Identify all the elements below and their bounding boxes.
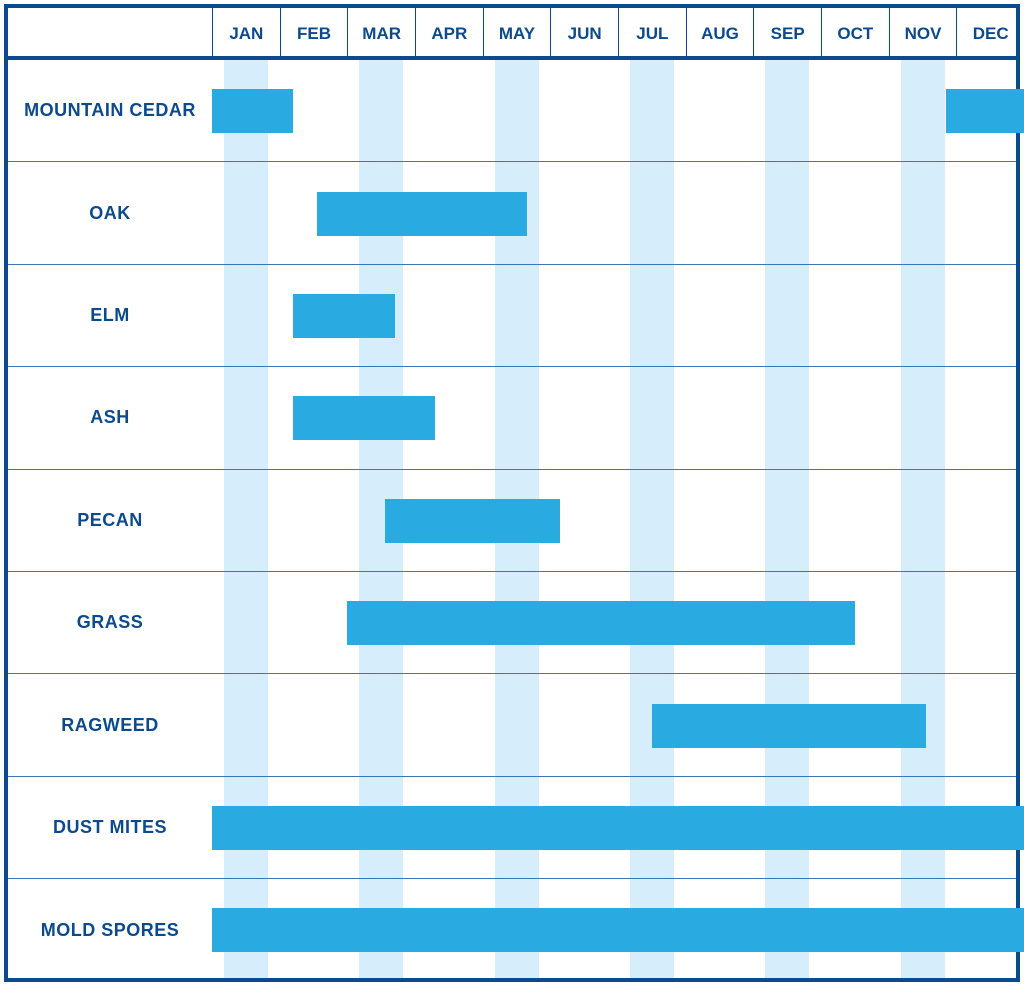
allergen-label: ELM xyxy=(8,265,212,366)
season-bar xyxy=(385,499,561,543)
season-bar xyxy=(317,192,527,236)
allergen-season-chart: JANFEBMARAPRMAYJUNJULAUGSEPOCTNOVDEC MOU… xyxy=(4,4,1020,982)
season-bar xyxy=(293,294,395,338)
month-header-aug: AUG xyxy=(686,8,754,60)
allergen-label: MOUNTAIN CEDAR xyxy=(8,60,212,161)
month-header-sep: SEP xyxy=(753,8,821,60)
month-header-dec: DEC xyxy=(956,8,1024,60)
season-bar xyxy=(212,89,293,133)
allergen-row: DUST MITES xyxy=(8,777,1016,879)
season-bar xyxy=(347,601,855,645)
allergen-row: MOUNTAIN CEDAR xyxy=(8,60,1016,162)
season-bar xyxy=(652,704,926,748)
allergen-row: GRASS xyxy=(8,572,1016,674)
allergen-label: ASH xyxy=(8,367,212,468)
month-header-feb: FEB xyxy=(280,8,348,60)
allergen-row: ELM xyxy=(8,265,1016,367)
month-header-jun: JUN xyxy=(550,8,618,60)
month-header-oct: OCT xyxy=(821,8,889,60)
season-bar xyxy=(293,396,435,440)
month-header-jul: JUL xyxy=(618,8,686,60)
chart-header-row: JANFEBMARAPRMAYJUNJULAUGSEPOCTNOVDEC xyxy=(8,8,1016,60)
allergen-row: MOLD SPORES xyxy=(8,879,1016,981)
allergen-label: RAGWEED xyxy=(8,674,212,775)
allergen-row: OAK xyxy=(8,162,1016,264)
allergen-label: OAK xyxy=(8,162,212,263)
season-bar xyxy=(212,908,1024,952)
season-bar xyxy=(946,89,1024,133)
month-header-apr: APR xyxy=(415,8,483,60)
chart-body: MOUNTAIN CEDAROAKELMASHPECANGRASSRAGWEED… xyxy=(8,60,1016,978)
month-header-nov: NOV xyxy=(889,8,957,60)
month-header-mar: MAR xyxy=(347,8,415,60)
allergen-label: MOLD SPORES xyxy=(8,879,212,981)
allergen-row: RAGWEED xyxy=(8,674,1016,776)
allergen-label: DUST MITES xyxy=(8,777,212,878)
month-header-jan: JAN xyxy=(212,8,280,60)
allergen-row: PECAN xyxy=(8,470,1016,572)
allergen-row: ASH xyxy=(8,367,1016,469)
allergen-label: PECAN xyxy=(8,470,212,571)
allergen-label: GRASS xyxy=(8,572,212,673)
month-header-may: MAY xyxy=(483,8,551,60)
season-bar xyxy=(212,806,1024,850)
